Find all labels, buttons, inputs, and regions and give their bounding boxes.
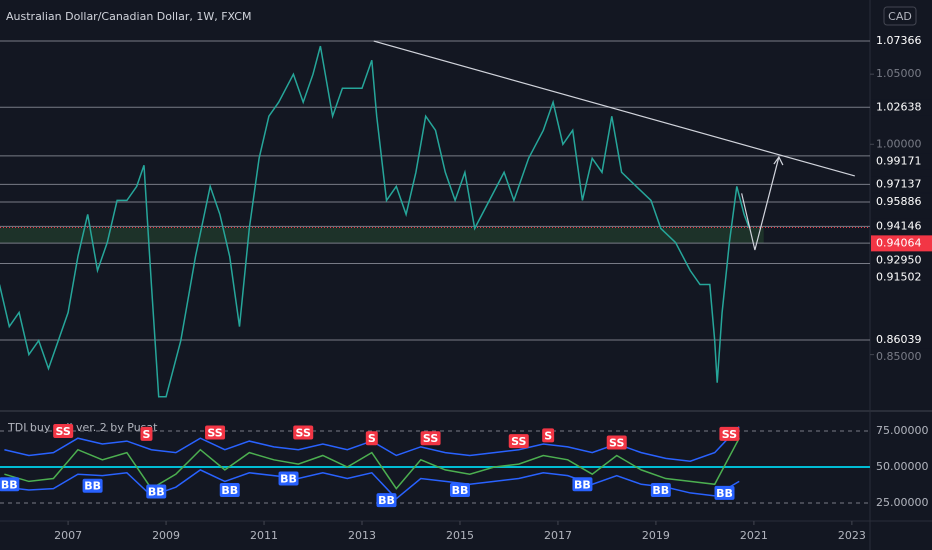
x-tick-label: 2013 xyxy=(348,529,376,542)
signal-badge xyxy=(146,484,167,499)
support-zone xyxy=(0,227,764,244)
x-tick-label: 2009 xyxy=(152,529,180,542)
level-tag xyxy=(871,332,932,349)
level-label: 1.07366 xyxy=(876,34,922,47)
signal-label: SS xyxy=(609,437,624,450)
price-line xyxy=(0,45,750,398)
signal-label: BB xyxy=(221,484,238,497)
signal-label: SS xyxy=(296,426,311,439)
level-tag xyxy=(871,269,932,286)
indicator-line xyxy=(4,469,740,500)
signal-badge xyxy=(376,493,397,508)
signal-badge xyxy=(420,431,441,446)
signal-label: S xyxy=(544,429,552,442)
signal-label: SS xyxy=(511,435,526,448)
currency-label: CAD xyxy=(888,10,912,23)
currency-badge xyxy=(883,6,917,26)
signal-label: SS xyxy=(423,432,438,445)
level-label: 0.97137 xyxy=(876,177,922,190)
signal-badge xyxy=(714,485,735,500)
indicator-tick-label: 25.00000 xyxy=(876,496,929,509)
signal-badge xyxy=(508,434,529,449)
signal-badge xyxy=(0,477,20,492)
level-tag xyxy=(871,153,932,170)
signal-badge xyxy=(542,428,555,443)
indicator-tick-label: 75.00000 xyxy=(876,424,929,437)
current-price-tag xyxy=(871,235,932,252)
level-label: 0.92950 xyxy=(876,253,922,266)
y-tick-label: 1.05000 xyxy=(876,67,922,80)
y-tick-label: 0.85000 xyxy=(876,350,922,363)
arrow-head xyxy=(773,155,784,166)
signal-label: BB xyxy=(452,484,469,497)
signal-badge xyxy=(205,425,226,440)
signal-badge xyxy=(650,483,671,498)
signal-badge xyxy=(449,483,470,498)
signal-label: SS xyxy=(722,428,737,441)
signal-label: BB xyxy=(148,485,165,498)
signal-label: BB xyxy=(84,480,101,493)
signal-badge xyxy=(53,424,74,439)
x-tick-label: 2019 xyxy=(642,529,670,542)
signal-badge xyxy=(719,426,740,441)
level-tag xyxy=(871,99,932,116)
x-tick-label: 2021 xyxy=(740,529,768,542)
level-label: 0.86039 xyxy=(876,333,922,346)
signal-label: BB xyxy=(716,487,733,500)
x-tick-label: 2007 xyxy=(54,529,82,542)
level-tag xyxy=(871,33,932,49)
level-label: 0.94064 xyxy=(876,236,922,249)
signal-badge xyxy=(293,425,314,440)
level-tag xyxy=(871,218,932,235)
signal-label: SS xyxy=(56,425,71,438)
level-label: 0.99171 xyxy=(876,154,922,167)
signal-label: BB xyxy=(1,478,18,491)
indicator-line xyxy=(4,437,740,490)
trendline xyxy=(373,40,855,177)
signal-badge xyxy=(140,426,153,441)
projection-arrow xyxy=(741,156,780,251)
signal-label: BB xyxy=(378,494,395,507)
indicator-title: TDI buy sell ver. 2 by Pusat xyxy=(7,421,158,434)
level-tag xyxy=(871,193,932,210)
x-tick-label: 2015 xyxy=(446,529,474,542)
signal-badge xyxy=(572,477,593,492)
level-label: 0.94146 xyxy=(876,219,922,232)
signal-badge xyxy=(606,435,627,450)
signal-label: BB xyxy=(280,473,297,486)
chart-title: Australian Dollar/Canadian Dollar, 1W, F… xyxy=(6,10,251,23)
signal-label: SS xyxy=(207,426,222,439)
x-tick-label: 2011 xyxy=(250,529,278,542)
y-tick-label: 1.00000 xyxy=(876,137,922,150)
level-tag xyxy=(871,176,932,193)
signal-badge xyxy=(278,471,299,486)
level-label: 0.91502 xyxy=(876,270,922,283)
level-label: 1.02638 xyxy=(876,100,922,113)
signal-label: BB xyxy=(574,478,591,491)
signal-badge xyxy=(219,483,240,498)
signal-badge xyxy=(82,478,103,493)
x-tick-label: 2023 xyxy=(838,529,866,542)
signal-label: S xyxy=(143,428,151,441)
x-tick-label: 2017 xyxy=(544,529,572,542)
indicator-tick-label: 50.00000 xyxy=(876,460,929,473)
level-tag xyxy=(871,252,932,269)
signal-label: S xyxy=(368,432,376,445)
level-label: 0.95886 xyxy=(876,195,922,208)
signal-badge xyxy=(365,431,378,446)
signal-label: BB xyxy=(652,484,669,497)
